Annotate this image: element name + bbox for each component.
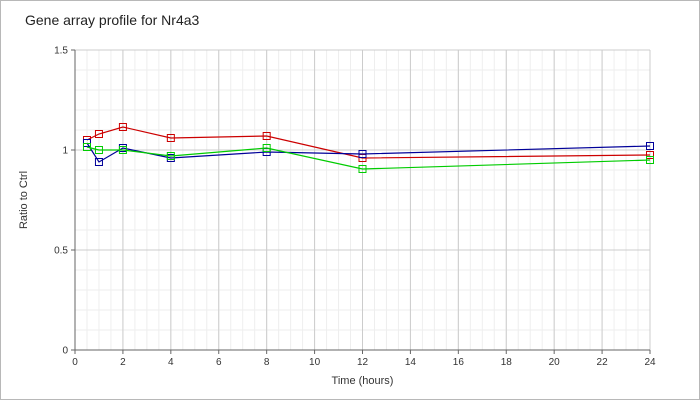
- series-2-point: [94, 158, 103, 166]
- x-tick-label: 6: [216, 357, 222, 368]
- x-tick-label: 16: [453, 357, 465, 368]
- x-tick-label: 22: [597, 357, 609, 368]
- chart-title: Gene array profile for Nr4a3: [25, 12, 200, 28]
- series-1-point: [94, 130, 103, 138]
- series-group: [82, 123, 654, 173]
- series-3-point: [82, 143, 91, 151]
- series-3-line: [86, 146, 651, 170]
- series-1-point: [262, 132, 271, 140]
- x-axis-label: Time (hours): [332, 375, 394, 387]
- major-grid: [74, 49, 651, 351]
- y-tick-label: 0.5: [54, 246, 68, 257]
- x-tick-label: 0: [72, 357, 78, 368]
- x-tick-label: 4: [168, 357, 174, 368]
- x-tick-label: 18: [501, 357, 513, 368]
- series-3-point: [94, 146, 103, 154]
- series-3-point: [166, 152, 175, 160]
- x-tick-label: 8: [264, 357, 270, 368]
- x-tick-label: 24: [644, 357, 656, 368]
- series-2-point: [646, 142, 654, 150]
- series-1-point: [118, 123, 127, 131]
- y-axis-label: Ratio to Ctrl: [18, 171, 30, 229]
- series-2-point: [358, 150, 367, 158]
- x-tick-label: 20: [549, 357, 561, 368]
- x-tick-label: 10: [309, 357, 321, 368]
- series-1-point: [166, 134, 175, 142]
- series-1-point: [646, 151, 654, 159]
- y-tick-label: 1: [62, 146, 68, 157]
- series-3-point: [646, 156, 654, 164]
- series-3-point: [358, 165, 367, 173]
- series-3-point: [118, 146, 127, 154]
- x-tick-label: 2: [120, 357, 126, 368]
- x-tick-label: 14: [405, 357, 417, 368]
- series-3-point: [262, 144, 271, 152]
- axes: [71, 49, 651, 354]
- series-2-line: [86, 142, 651, 163]
- y-tick-label: 0: [62, 346, 68, 357]
- y-tick-label: 1.5: [54, 46, 68, 57]
- x-tick-label: 12: [357, 357, 369, 368]
